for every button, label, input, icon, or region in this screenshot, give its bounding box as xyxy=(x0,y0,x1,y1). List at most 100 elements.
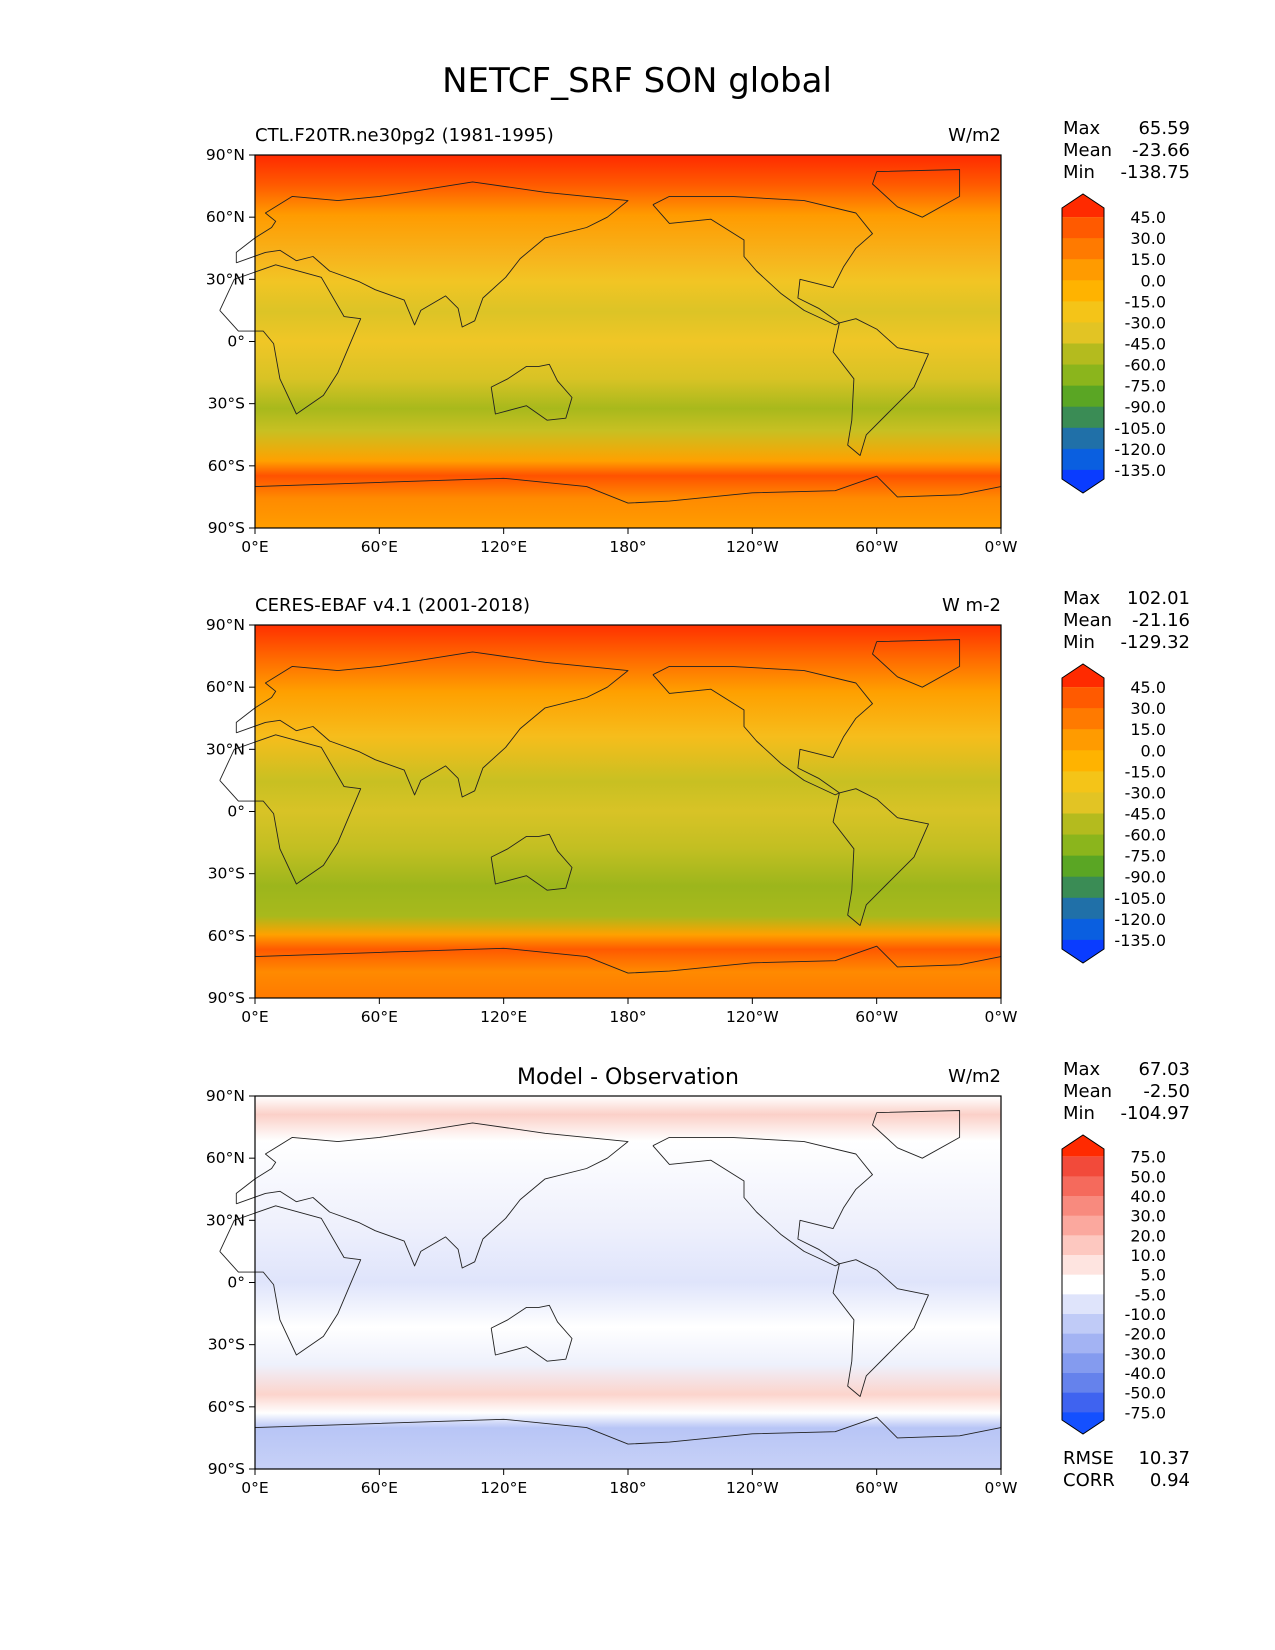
lon-tick-label: 180° xyxy=(609,1479,646,1497)
map-field xyxy=(255,625,1001,998)
lon-tick-label: 0°E xyxy=(241,538,268,556)
coastline-europe-asia xyxy=(235,651,629,798)
lon-tick-label: 0°E xyxy=(241,1479,268,1497)
colorbar-swatch xyxy=(1062,1235,1104,1256)
colorbar-extend-top xyxy=(1062,664,1104,688)
lat-tick-label: 60°N xyxy=(206,208,245,226)
colorbar-swatch xyxy=(1062,855,1104,878)
coastline-south-america xyxy=(832,788,929,926)
lat-tick-label: 60°N xyxy=(206,1149,245,1167)
stat-value: 102.01 xyxy=(1127,588,1190,609)
colorbar-extend-top xyxy=(1062,194,1104,218)
footer-stat-value: 10.37 xyxy=(1138,1448,1190,1469)
colorbar-label: 0.0 xyxy=(1141,271,1166,290)
colorbar-swatch xyxy=(1062,1255,1104,1276)
coastline-australia xyxy=(490,1304,573,1362)
colorbar-label: -75.0 xyxy=(1125,847,1166,866)
lat-tick-label: 30°S xyxy=(208,1336,245,1354)
lon-tick-label: 60°E xyxy=(361,1008,398,1026)
coastline-australia xyxy=(490,363,573,421)
coastline-south-america xyxy=(832,318,929,456)
lat-tick-label: 60°S xyxy=(208,927,245,945)
stat-label: Min xyxy=(1063,632,1095,653)
stat-value: -104.97 xyxy=(1121,1103,1190,1124)
panel-left-title: CERES-EBAF v4.1 (2001-2018) xyxy=(255,595,530,616)
lat-tick-label: 30°N xyxy=(206,1211,245,1229)
colorbar-label: -40.0 xyxy=(1125,1364,1166,1383)
colorbar-label: 15.0 xyxy=(1130,250,1166,269)
map-field xyxy=(255,155,1001,528)
footer-stat-value: 0.94 xyxy=(1150,1470,1190,1491)
figure-title: NETCF_SRF SON global xyxy=(442,61,832,101)
colorbar-swatch xyxy=(1062,259,1104,281)
stat-value: 67.03 xyxy=(1138,1059,1190,1080)
colorbar-label: 30.0 xyxy=(1130,229,1166,248)
map-panel: CERES-EBAF v4.1 (2001-2018) W m-2 90°N 60°N… xyxy=(206,588,1190,1026)
lon-tick-label: 60°E xyxy=(361,538,398,556)
lat-tick-label: 0° xyxy=(227,333,245,351)
colorbar-label: -45.0 xyxy=(1125,805,1166,824)
colorbar-swatch xyxy=(1062,448,1104,471)
colorbar-label: 0.0 xyxy=(1141,741,1166,760)
lat-tick-label: 30°N xyxy=(206,740,245,758)
colorbar-label: -90.0 xyxy=(1125,398,1166,417)
colorbar-label: -135.0 xyxy=(1114,931,1166,950)
colorbar: 75.050.040.030.020.010.05.0-5.0-10.0-20.… xyxy=(1061,1134,1166,1435)
lat-tick-label: 30°S xyxy=(208,865,245,883)
colorbar-swatch xyxy=(1062,687,1104,709)
colorbar-swatch xyxy=(1062,280,1104,302)
coastline-europe-asia xyxy=(235,181,629,328)
stat-label: Mean xyxy=(1063,610,1112,631)
map-panel: CTL.F20TR.ne30pg2 (1981-1995) W/m2 90°N 60°… xyxy=(206,118,1190,556)
colorbar-label: -50.0 xyxy=(1125,1384,1166,1403)
colorbar-label: 75.0 xyxy=(1130,1148,1166,1167)
colorbar-outline xyxy=(1061,663,1105,964)
colorbar-swatch xyxy=(1062,385,1104,408)
colorbar-extend-bottom xyxy=(1062,469,1104,493)
stat-value: -2.50 xyxy=(1143,1081,1190,1102)
stat-label: Max xyxy=(1063,1059,1101,1080)
colorbar-label: -90.0 xyxy=(1125,868,1166,887)
colorbar-label: -15.0 xyxy=(1125,292,1166,311)
colorbar-label: 45.0 xyxy=(1130,208,1166,227)
colorbar-label: -120.0 xyxy=(1114,910,1166,929)
coastline-north-america xyxy=(652,665,873,796)
lon-tick-label: 120°E xyxy=(480,538,527,556)
colorbar-label: -30.0 xyxy=(1125,783,1166,802)
lat-tick-label: 90°S xyxy=(208,1460,245,1478)
coastline-europe-asia xyxy=(235,1122,629,1269)
lat-tick-label: 30°N xyxy=(206,270,245,288)
lat-tick-label: 30°S xyxy=(208,395,245,413)
coastline-antarctica xyxy=(254,945,1002,999)
colorbar-swatch xyxy=(1062,406,1104,429)
lon-tick-label: 60°W xyxy=(855,538,898,556)
colorbar-label: -75.0 xyxy=(1125,377,1166,396)
colorbar-label: 50.0 xyxy=(1130,1167,1166,1186)
stat-label: Mean xyxy=(1063,1081,1112,1102)
colorbar-swatch xyxy=(1062,427,1104,450)
lat-tick-label: 90°S xyxy=(208,989,245,1007)
lat-tick-label: 90°S xyxy=(208,519,245,537)
colorbar-extend-top xyxy=(1062,1135,1104,1157)
colorbar-swatch xyxy=(1062,876,1104,899)
panel-left-title: CTL.F20TR.ne30pg2 (1981-1995) xyxy=(255,125,554,146)
lat-tick-label: 60°S xyxy=(208,457,245,475)
map-panel: Model - Observation W/m2 90°N 60°N 30°N 0° 30°… xyxy=(206,1059,1190,1497)
lon-tick-label: 120°W xyxy=(726,1008,779,1026)
colorbar-outline xyxy=(1061,1134,1105,1435)
colorbar-label: 30.0 xyxy=(1130,699,1166,718)
colorbar-swatch xyxy=(1062,1392,1104,1413)
lon-tick-label: 0°W xyxy=(985,1479,1018,1497)
lon-tick-label: 120°E xyxy=(480,1008,527,1026)
lat-tick-label: 90°N xyxy=(206,616,245,634)
stat-value: 65.59 xyxy=(1138,118,1190,139)
colorbar-label: -75.0 xyxy=(1125,1403,1166,1422)
stat-value: -23.66 xyxy=(1132,140,1190,161)
colorbar-swatch xyxy=(1062,750,1104,772)
lon-tick-label: 60°W xyxy=(855,1008,898,1026)
stat-label: Max xyxy=(1063,118,1101,139)
map-field xyxy=(255,1096,1001,1469)
coastlines xyxy=(219,639,1002,999)
colorbar-swatch xyxy=(1062,1314,1104,1335)
